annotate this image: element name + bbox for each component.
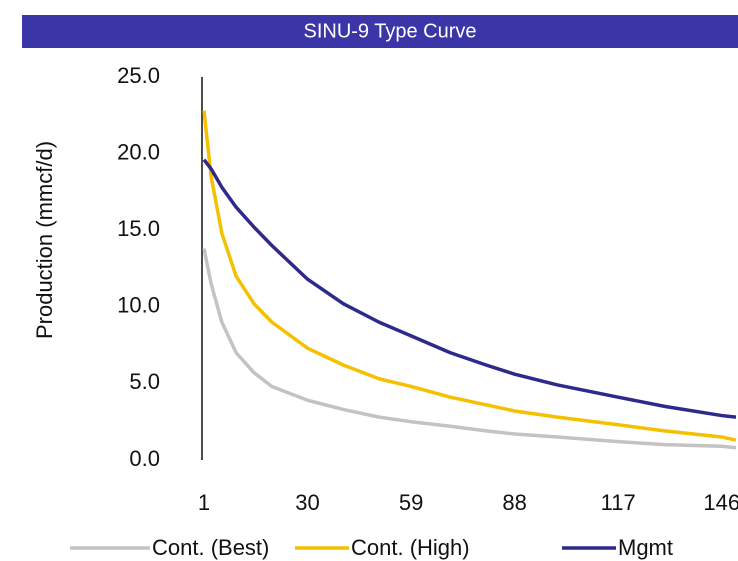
legend-label: Mgmt (618, 535, 673, 560)
y-tick-label: 0.0 (129, 446, 160, 471)
x-tick-label: 59 (399, 490, 423, 515)
y-tick-label: 15.0 (117, 216, 160, 241)
legend-label: Cont. (High) (351, 535, 470, 560)
x-tick-label: 1 (198, 490, 210, 515)
x-tick-label: 30 (295, 490, 319, 515)
x-tick-label: 146 (703, 490, 738, 515)
y-tick-label: 20.0 (117, 139, 160, 164)
legend-label: Cont. (Best) (152, 535, 269, 560)
series-line (202, 158, 737, 419)
y-tick-label: 10.0 (117, 293, 160, 318)
y-tick-label: 25.0 (117, 63, 160, 88)
y-axis-label: Production (mmcf/d) (32, 141, 57, 339)
y-tick-label: 5.0 (129, 369, 160, 394)
x-tick-label: 88 (502, 490, 526, 515)
x-tick-label: 117 (601, 490, 636, 515)
title-bar (22, 15, 738, 48)
series-line (202, 110, 737, 442)
series-line (202, 248, 737, 450)
chart-title: SINU-9 Type Curve (303, 20, 476, 42)
